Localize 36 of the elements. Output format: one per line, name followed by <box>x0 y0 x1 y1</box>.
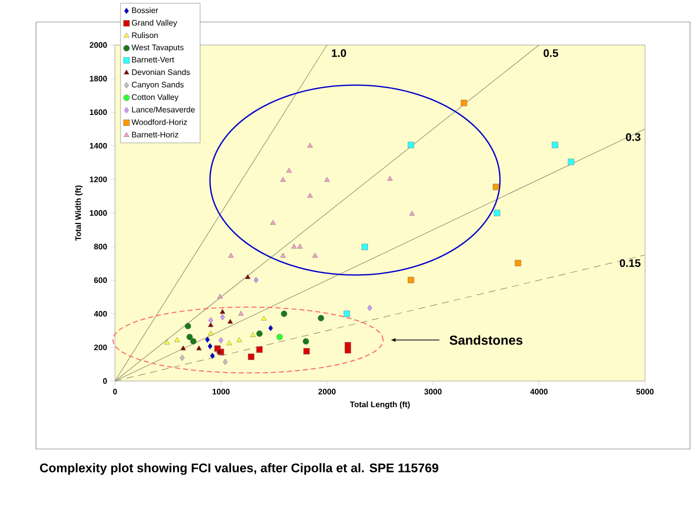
series-label: 1.0 <box>332 49 346 57</box>
legend-label: Woodford-Horiz <box>132 119 187 125</box>
x-tick-label: 2000 <box>318 388 336 394</box>
x-axis-title: Total Length (ft) <box>350 401 410 409</box>
legend-label: Lance/Mesaverde <box>132 106 195 112</box>
y-tick-label: 400 <box>94 310 107 317</box>
series-label: 0.5 <box>544 49 558 57</box>
x-tick-label: 3000 <box>424 388 442 394</box>
text: Complexity plot showing FCI values, after Cipolla et al. SPE 115769 <box>40 463 438 475</box>
y-tick-label: 800 <box>94 244 107 250</box>
y-tick-label: 1400 <box>90 142 107 149</box>
legend-label: West Tavaputs <box>132 44 184 52</box>
y-tick-label: 200 <box>94 344 107 350</box>
legend-label: Grand Valley <box>132 20 178 28</box>
y-tick-label: 2000 <box>90 42 107 48</box>
y-tick-label: 1000 <box>90 210 107 216</box>
legend-label: Barnett-Horiz <box>132 132 178 138</box>
y-tick-label: 1800 <box>90 76 107 82</box>
legend-label: Rulison <box>132 32 158 38</box>
legend-label: Cotton Valley <box>132 94 178 102</box>
y-tick-label: 0 <box>103 378 107 384</box>
series-label: 0.3 <box>626 133 640 142</box>
annotation: Sandstones <box>450 335 522 345</box>
y-tick-label: 1200 <box>90 176 107 182</box>
y-axis-title: Total Width (ft) <box>75 186 83 241</box>
x-tick-label: 0 <box>113 388 117 394</box>
legend-label: Barnett-Vert <box>132 56 174 62</box>
x-tick-label: 5000 <box>636 388 654 394</box>
y-tick-label: 1600 <box>90 109 107 116</box>
legend-label: Bossier <box>132 7 158 14</box>
legend-label: Devonian Sands <box>132 69 190 75</box>
x-tick-label: 4000 <box>530 388 548 394</box>
series-label: 0.15 <box>620 259 640 267</box>
legend-label: Canyon Sands <box>132 82 184 90</box>
x-tick-label: 1000 <box>212 388 230 394</box>
y-tick-label: 600 <box>94 277 107 284</box>
